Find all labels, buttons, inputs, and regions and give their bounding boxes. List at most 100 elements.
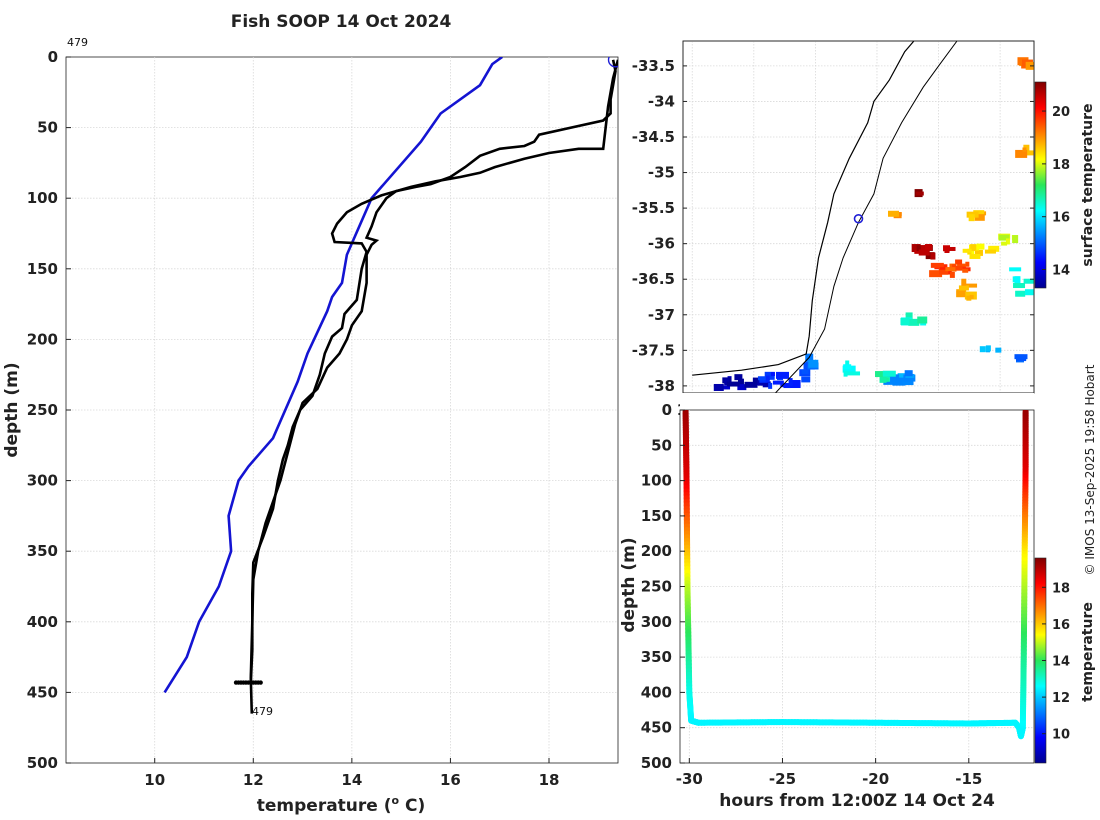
map-y-tick-label: -35.5 bbox=[632, 199, 675, 217]
section-y-tick-label: 350 bbox=[641, 648, 672, 666]
sst-colorbar-ticks: 14 16 18 20 bbox=[1042, 105, 1070, 279]
sst-pixel bbox=[917, 316, 928, 324]
profile-x-tick-label: 10 bbox=[144, 771, 165, 789]
sst-pixel bbox=[780, 383, 789, 388]
sst-pixel bbox=[902, 379, 914, 386]
section-y-tick-label: 0 bbox=[662, 401, 672, 419]
sst-pixel bbox=[904, 370, 913, 377]
sst-pixel bbox=[954, 265, 965, 271]
sst-pixel bbox=[762, 381, 771, 388]
profile-x-tick-label: 16 bbox=[440, 771, 461, 789]
sst-pixel bbox=[973, 210, 985, 215]
sst-pixel bbox=[949, 271, 955, 278]
sst-pixel bbox=[908, 318, 920, 326]
sst-pixel bbox=[757, 380, 764, 386]
sst-colorbar bbox=[1034, 81, 1047, 289]
sst-pixel bbox=[843, 364, 852, 370]
section-temperature-track bbox=[682, 410, 1029, 740]
profile-y-tick-label: 350 bbox=[27, 542, 58, 560]
coastline bbox=[692, 41, 915, 376]
profile-y-tick-label: 200 bbox=[27, 330, 58, 348]
sst-pixel bbox=[888, 374, 900, 380]
sst-pixel bbox=[969, 294, 974, 299]
profile-bottom-label: 479 bbox=[252, 705, 273, 718]
profile-y-tick-label: 50 bbox=[37, 119, 58, 137]
sst-pixel bbox=[911, 244, 921, 253]
sst-pixel bbox=[976, 243, 985, 250]
sst-pixel bbox=[965, 261, 970, 267]
sst-pixel bbox=[1024, 289, 1034, 296]
sst-pixel bbox=[843, 370, 848, 377]
sst-pixel bbox=[958, 285, 969, 291]
imos-credit: © IMOS 13-Sep-2025 19:58 Hobart bbox=[1083, 364, 1097, 575]
section-y-tick-label: 200 bbox=[641, 542, 672, 560]
sst-pixel bbox=[752, 377, 759, 384]
sst-pixel bbox=[1023, 278, 1034, 284]
sst-pixel bbox=[957, 263, 967, 268]
map-y-tick-label: -35 bbox=[648, 164, 675, 182]
section-y-axis-label: depth (m) bbox=[619, 537, 639, 632]
sst-pixel bbox=[744, 381, 758, 388]
temperature-colorbar-label: temperature bbox=[1080, 602, 1096, 702]
sst-pixel bbox=[1024, 150, 1034, 156]
profile-y-tick-label: 0 bbox=[48, 48, 58, 66]
sst-pixel bbox=[944, 246, 950, 253]
section-x-axis-label: hours from 12:00Z 14 Oct 24 bbox=[719, 791, 995, 811]
sst-pixel bbox=[770, 372, 775, 377]
sst-pixel bbox=[900, 317, 910, 325]
sst-pixel bbox=[955, 259, 963, 265]
sst-pixel bbox=[772, 380, 784, 385]
xbt-upcast-line bbox=[248, 59, 618, 684]
sst-pixel bbox=[875, 371, 889, 378]
temperature-colorbar-tick-label: 14 bbox=[1052, 655, 1070, 670]
temperature-colorbar-tick-label: 12 bbox=[1052, 691, 1070, 706]
temperature-colorbar-tick-label: 18 bbox=[1052, 581, 1070, 596]
profile-position-marker bbox=[607, 57, 618, 68]
sst-pixel bbox=[788, 378, 793, 387]
sst-pixel bbox=[847, 371, 861, 376]
sst-pixel bbox=[1014, 276, 1021, 285]
sst-pixel bbox=[970, 244, 977, 252]
section-panel: 0 50 100 150 200 250 300 350 400 450 500 -30 -25 -20… bbox=[619, 393, 1096, 811]
section-y-tick-label: 400 bbox=[641, 683, 672, 701]
sst-pixel bbox=[1013, 283, 1026, 289]
profile-x-tick-label: 18 bbox=[539, 771, 560, 789]
profile-bottom-scatter bbox=[233, 680, 263, 685]
profile-grid bbox=[66, 57, 618, 763]
sst-pixel bbox=[789, 380, 801, 389]
sst-pixel bbox=[713, 383, 724, 391]
sst-pixel bbox=[1014, 354, 1028, 360]
sst-pixel bbox=[962, 268, 969, 273]
sst-pixel bbox=[952, 264, 957, 269]
section-x-tick-label: -25 bbox=[769, 770, 796, 788]
sst-pixel bbox=[726, 381, 740, 387]
section-x-tick-label: -15 bbox=[955, 770, 982, 788]
sst-pixel bbox=[998, 234, 1010, 241]
sst-pixel bbox=[939, 269, 949, 275]
sst-pixel bbox=[845, 360, 850, 366]
sst-pixel bbox=[887, 210, 899, 217]
sst-pixel bbox=[995, 347, 1002, 353]
profile-y-tick-label: 450 bbox=[27, 683, 58, 701]
sst-pixel bbox=[734, 374, 743, 381]
sst-pixel bbox=[759, 378, 768, 383]
section-y-tick-label: 500 bbox=[641, 754, 672, 772]
shelf-isobath bbox=[775, 41, 958, 393]
sst-colorbar-tick-label: 14 bbox=[1052, 264, 1070, 279]
section-y-tick-label: 50 bbox=[651, 436, 672, 454]
sst-pixel bbox=[1025, 61, 1034, 70]
sst-pixel bbox=[974, 212, 985, 221]
profile-title: Fish SOOP 14 Oct 2024 bbox=[231, 12, 452, 32]
sst-pixel bbox=[1009, 267, 1022, 272]
map-y-tick-label: -34.5 bbox=[632, 128, 675, 146]
profile-y-tick-label: 400 bbox=[27, 613, 58, 631]
sst-pixel bbox=[974, 249, 983, 256]
section-y-tick-label: 450 bbox=[641, 719, 672, 737]
section-y-tick-label: 100 bbox=[641, 472, 672, 490]
section-background bbox=[680, 393, 1034, 410]
profile-x-tick-label: 14 bbox=[341, 771, 362, 789]
profile-panel: Fish SOOP 14 Oct 2024 0 50 100 150 200 250 300… bbox=[2, 12, 619, 816]
sst-pixel bbox=[979, 346, 986, 353]
sst-pixel bbox=[768, 382, 773, 389]
